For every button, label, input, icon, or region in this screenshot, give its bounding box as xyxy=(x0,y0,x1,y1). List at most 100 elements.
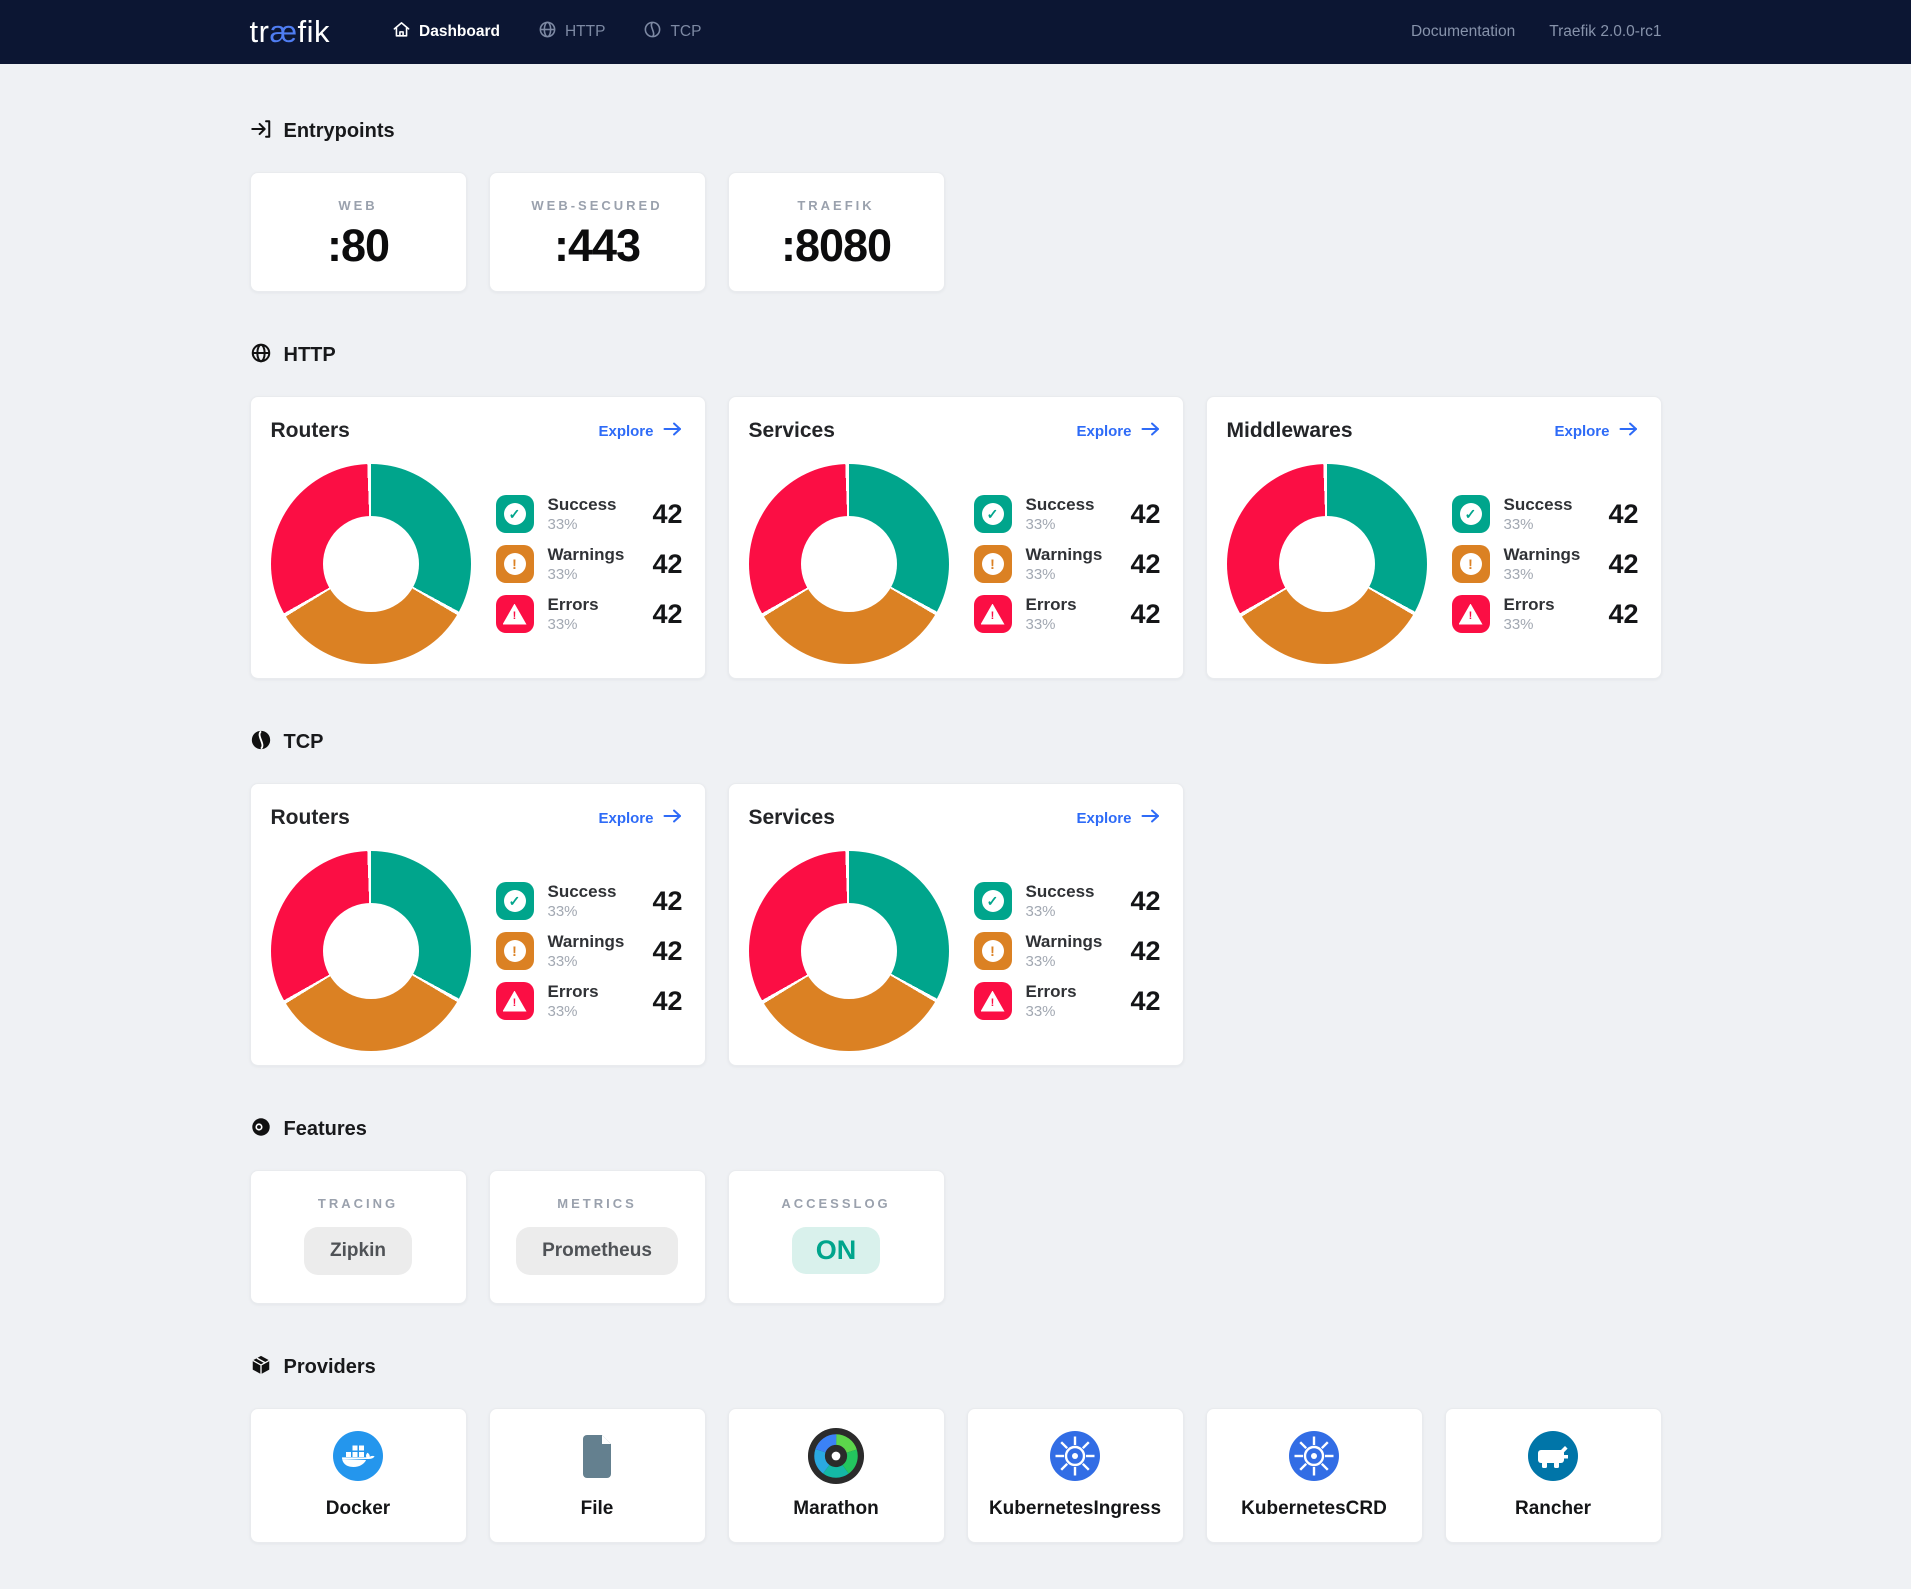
legend-percent: 33% xyxy=(1025,1003,1056,1021)
feature-card-metrics: METRICS Prometheus xyxy=(488,1170,706,1304)
nav-label: Dashboard xyxy=(419,23,500,40)
legend-row-success: ✓ Success 33% 42 xyxy=(495,492,683,536)
explore-link[interactable]: Explore xyxy=(1076,422,1160,440)
entrypoint-card-web: WEB :80 xyxy=(249,172,467,292)
legend-label: Errors xyxy=(1025,594,1077,614)
entrypoint-label: WEB xyxy=(338,198,378,213)
disc-icon xyxy=(250,1116,272,1143)
features-header: Features xyxy=(250,1116,1662,1143)
legend-row-errors: ! Errors 33% 42 xyxy=(973,979,1161,1023)
card-title: Middlewares xyxy=(1226,419,1353,442)
donut-chart xyxy=(270,464,471,664)
legend-percent: 33% xyxy=(1503,616,1534,634)
legend-row-success: ✓ Success 33% 42 xyxy=(1451,492,1639,536)
legend-row-warnings: ! Warnings 33% 42 xyxy=(1451,542,1639,586)
explore-link[interactable]: Explore xyxy=(1076,809,1160,827)
legend-value: 42 xyxy=(652,598,683,629)
legend-value: 42 xyxy=(1130,935,1161,966)
explore-link[interactable]: Explore xyxy=(598,422,682,440)
section-title: Providers xyxy=(283,1356,376,1378)
feature-value-badge: Prometheus xyxy=(516,1227,678,1275)
provider-name: KubernetesIngress xyxy=(988,1498,1162,1519)
explore-label: Explore xyxy=(598,809,654,827)
tcp-routers-card: Routers Explore ✓ Success 33% 42 ! Warnin… xyxy=(249,783,706,1066)
feature-value-badge: Zipkin xyxy=(304,1227,412,1275)
legend-label: Success xyxy=(547,881,617,901)
http-routers-card: Routers Explore ✓ Success 33% 42 ! Warnin… xyxy=(249,396,706,679)
http-services-card: Services Explore ✓ Success 33% 42 ! Warni… xyxy=(727,396,1184,679)
explore-link[interactable]: Explore xyxy=(1554,422,1638,440)
legend-row-errors: ! Errors 33% 42 xyxy=(1451,592,1639,636)
legend-percent: 33% xyxy=(1503,516,1534,534)
legend-percent: 33% xyxy=(1503,566,1534,584)
feature-on-badge: ON xyxy=(791,1227,881,1274)
explore-label: Explore xyxy=(1076,809,1132,827)
legend-row-errors: ! Errors 33% 42 xyxy=(495,979,683,1023)
feature-label: ACCESSLOG xyxy=(781,1196,891,1211)
provider-card-docker: Docker xyxy=(249,1408,467,1543)
legend-label: Warnings xyxy=(1025,544,1103,564)
tcp-icon xyxy=(250,729,272,756)
legend-label: Success xyxy=(1025,494,1095,514)
entrypoint-label: WEB-SECURED xyxy=(531,198,663,213)
legend-value: 42 xyxy=(1608,598,1639,629)
http-middlewares-card: Middlewares Explore ✓ Success 33% 42 ! Wa… xyxy=(1205,396,1662,679)
feature-card-tracing: TRACING Zipkin xyxy=(249,1170,467,1304)
nav-item-http[interactable]: HTTP xyxy=(538,20,605,44)
feature-card-accesslog: ACCESSLOG ON xyxy=(727,1170,945,1304)
section-title: Entrypoints xyxy=(283,120,395,142)
legend-value: 42 xyxy=(1130,548,1161,579)
legend-percent: 33% xyxy=(547,1003,578,1021)
documentation-link[interactable]: Documentation xyxy=(1410,23,1516,40)
legend-value: 42 xyxy=(652,935,683,966)
card-title: Routers xyxy=(270,419,350,442)
explore-label: Explore xyxy=(1076,422,1132,440)
legend-row-warnings: ! Warnings 33% 42 xyxy=(495,542,683,586)
legend-label: Warnings xyxy=(547,931,625,951)
nav-label: HTTP xyxy=(564,23,606,40)
legend-percent: 33% xyxy=(1025,953,1056,971)
error-icon: ! xyxy=(495,595,534,633)
legend-label: Success xyxy=(547,494,617,514)
error-icon: ! xyxy=(1451,595,1490,633)
feature-label: METRICS xyxy=(557,1196,637,1211)
success-icon: ✓ xyxy=(1451,495,1490,533)
donut-chart xyxy=(748,851,949,1051)
entrypoint-card-web-secured: WEB-SECURED :443 xyxy=(488,172,706,292)
kubernetes-icon xyxy=(1285,1427,1343,1485)
entrypoint-label: TRAEFIK xyxy=(797,198,875,213)
nav-item-tcp[interactable]: TCP xyxy=(643,20,701,44)
provider-card-file: File xyxy=(488,1408,706,1543)
nav-label: TCP xyxy=(670,23,702,40)
legend-value: 42 xyxy=(652,548,683,579)
legend-value: 42 xyxy=(1608,498,1639,529)
arrow-right-icon xyxy=(1141,809,1161,827)
warning-icon: ! xyxy=(495,932,534,970)
section-title: Features xyxy=(283,1118,367,1140)
card-title: Services xyxy=(748,806,835,829)
globe-icon xyxy=(250,342,272,369)
logo-text: fik xyxy=(297,14,331,49)
legend-row-errors: ! Errors 33% 42 xyxy=(495,592,683,636)
legend-value: 42 xyxy=(1130,885,1161,916)
arrow-right-icon xyxy=(663,809,683,827)
error-icon: ! xyxy=(973,595,1012,633)
legend-row-success: ✓ Success 33% 42 xyxy=(495,879,683,923)
legend-row-warnings: ! Warnings 33% 42 xyxy=(495,929,683,973)
feature-label: TRACING xyxy=(317,1196,399,1211)
nav-item-dashboard[interactable]: Dashboard xyxy=(392,20,500,44)
file-icon xyxy=(568,1427,626,1485)
legend-label: Errors xyxy=(547,981,599,1001)
explore-link[interactable]: Explore xyxy=(598,809,682,827)
globe-icon xyxy=(538,20,557,44)
home-icon xyxy=(392,20,411,44)
arrow-right-icon xyxy=(1141,422,1161,440)
card-title: Services xyxy=(748,419,835,442)
success-icon: ✓ xyxy=(495,495,534,533)
kubernetes-icon xyxy=(1046,1427,1104,1485)
legend-value: 42 xyxy=(1130,985,1161,1016)
donut-chart xyxy=(1226,464,1427,664)
legend-percent: 33% xyxy=(1025,616,1056,634)
provider-card-kubernetes-ingress: KubernetesIngress xyxy=(966,1408,1184,1543)
donut-chart xyxy=(270,851,471,1051)
